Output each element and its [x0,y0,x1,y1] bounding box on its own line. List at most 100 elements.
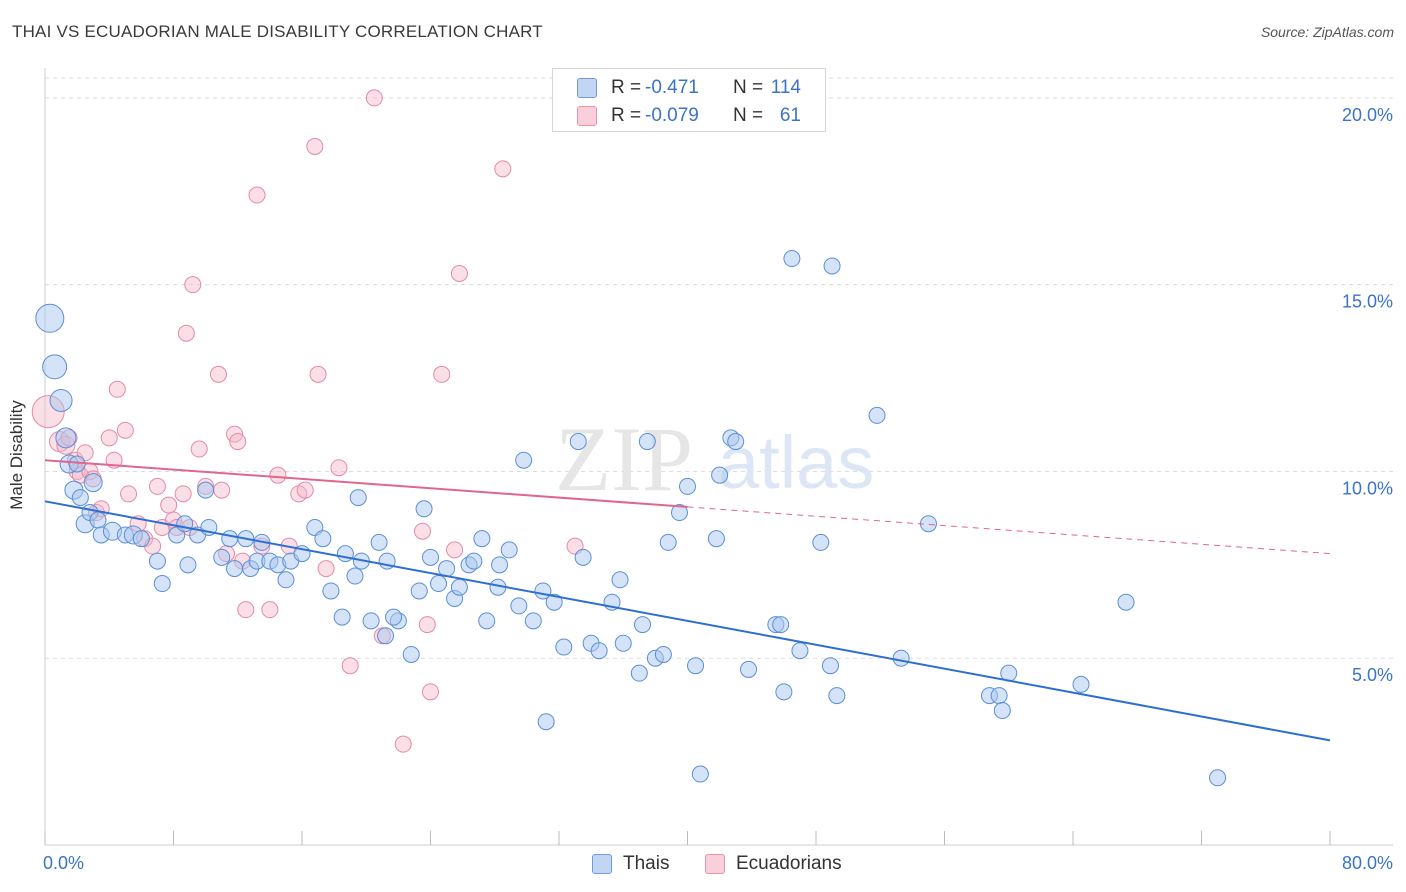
legend-r-label: R = [611,105,642,126]
ecuadorian-points [31,89,584,753]
thai-point [590,642,608,660]
watermark-atlas: atlas [718,421,874,504]
legend-swatch-thais [592,854,612,874]
thai-point [524,612,542,630]
legend-n-label: N = [733,105,764,126]
ecuadorian-point [213,481,231,499]
thai-point [314,530,332,548]
y-tick-label: 5.0% [1352,665,1393,685]
ecuadorian-trend-line [44,459,688,508]
ecuadorian-point [309,365,327,383]
thai-point [892,649,910,667]
thai-point [71,489,89,507]
legend-r-value: -0.471 [645,77,699,98]
ecuadorian-point [341,657,359,675]
thai-point [132,530,150,548]
ecuadorian-point [174,485,192,503]
thai-point [691,765,709,783]
thai-point [828,687,846,705]
tick-labels: 5.0% 10.0% 15.0% 20.0% 0.0% 80.0% [43,105,1393,873]
ecuadorian-point [269,466,287,484]
thai-point [775,683,793,701]
axes [44,68,1393,846]
thai-point [370,533,388,551]
thai-point [727,433,745,451]
ecuadorian-point [177,324,195,342]
series-legend: Thais Ecuadorians [0,852,1406,878]
legend-n-label: N = [733,77,764,98]
thai-point [35,303,65,333]
thai-point [349,489,367,507]
ecuadorian-point [422,683,439,701]
y-tick-label: 20.0% [1342,105,1393,125]
thai-point [679,477,696,495]
thai-point [55,427,77,449]
ecuadorian-point [160,496,178,514]
thai-point [322,582,340,600]
thai-point [670,504,688,522]
thai-point [812,533,830,551]
ecuadorian-point [446,541,464,559]
thai-point [42,354,68,380]
thai-point [687,657,705,675]
x-tick-label: 0.0% [43,853,84,873]
thai-point [362,612,380,630]
thai-point [430,575,448,593]
legend-r-label: R = [611,77,642,98]
thai-point [823,257,841,275]
thai-point [49,388,73,412]
y-axis-label: Male Disability [7,400,26,510]
thai-point [226,560,244,578]
thai-point [450,578,468,596]
source-credit: Source: ZipAtlas.com [1260,24,1394,40]
thai-point [221,530,239,548]
ecuadorian-point [184,276,202,294]
thai-point [614,634,632,652]
thai-point [410,582,428,600]
thai-point [611,571,629,589]
thai-point [990,687,1008,705]
thai-point [197,481,215,499]
ecuadorian-point [237,601,255,619]
thai-point [179,556,197,574]
thai-point [510,597,528,615]
ecuadorian-point [100,429,118,447]
thai-point [654,645,672,663]
thai-point [821,657,839,675]
ecuadorian-point [306,137,324,155]
thai-point [740,660,758,678]
legend-swatch-ecuadorians [577,106,597,126]
y-tick-label: 15.0% [1342,292,1393,312]
ecuadorian-point [494,160,512,178]
stats-legend: R = -0.471 N = 114 R = -0.079 N = 61 [552,68,826,132]
thai-point [89,511,107,529]
ecuadorian-point [248,186,266,204]
legend-label-ecuadorians: Ecuadorians [736,853,842,874]
thai-point [574,548,592,566]
legend-label-thais: Thais [623,853,670,874]
watermark-zip: ZIP [555,408,693,510]
thai-trend-line [44,500,1331,742]
ecuadorian-trend-line-extension [687,506,1331,555]
watermark: ZIP atlas [555,408,874,510]
thai-point [422,548,439,566]
legend-n-value: 61 [779,105,801,126]
thai-point [346,567,364,585]
thai-point [545,593,563,611]
legend-row-thais: R = -0.471 N = 114 [553,73,825,101]
thai-point [402,645,420,663]
thai-point [711,466,729,484]
thai-point [277,571,295,589]
y-tick-label: 10.0% [1342,478,1393,498]
thai-point [1072,675,1090,693]
ecuadorian-point [296,481,314,499]
chart-title: THAI VS ECUADORIAN MALE DISABILITY CORRE… [12,22,543,41]
ecuadorian-point [108,380,126,398]
ecuadorian-point [394,735,412,753]
thai-point [153,575,171,593]
ecuadorian-point [116,421,134,439]
thai-point [634,616,652,634]
legend-row-ecuadorians: R = -0.079 N = 61 [553,101,825,129]
thai-point [491,556,509,574]
thai-point [868,406,886,424]
